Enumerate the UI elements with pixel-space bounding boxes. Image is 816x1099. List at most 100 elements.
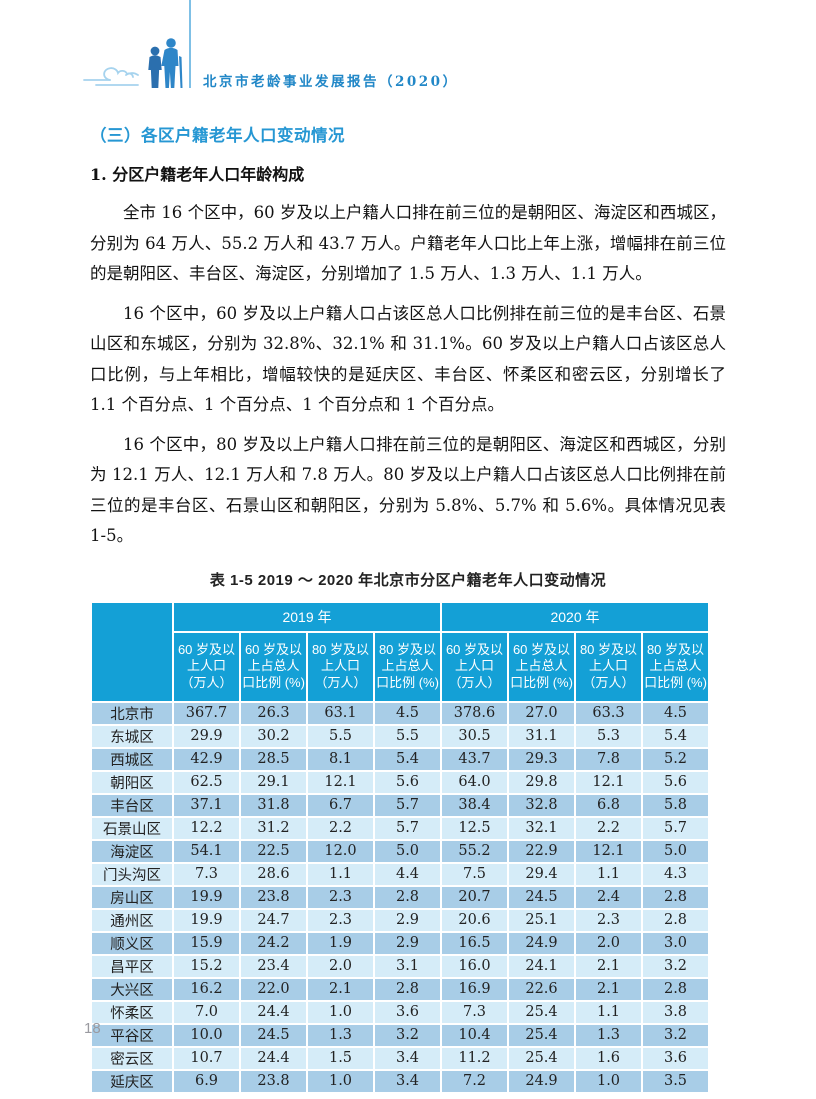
value-cell: 5.4 bbox=[375, 748, 440, 770]
table-row: 延庆区 6.9 23.8 1.0 3.4 7.2 24.9 1.0 3.5 bbox=[92, 1070, 708, 1092]
value-cell: 3.0 bbox=[643, 932, 708, 954]
value-cell: 4.3 bbox=[643, 863, 708, 885]
value-cell: 1.9 bbox=[308, 932, 373, 954]
value-cell: 27.0 bbox=[509, 702, 574, 724]
running-header: 北京市老龄事业发展报告（2020） bbox=[0, 0, 816, 100]
value-cell: 7.2 bbox=[442, 1070, 507, 1092]
value-cell: 23.4 bbox=[241, 955, 306, 977]
table-row: 门头沟区 7.3 28.6 1.1 4.4 7.5 29.4 1.1 4.3 bbox=[92, 863, 708, 885]
table-row: 通州区 19.9 24.7 2.3 2.9 20.6 25.1 2.3 2.8 bbox=[92, 909, 708, 931]
value-cell: 31.1 bbox=[509, 725, 574, 747]
value-cell: 22.5 bbox=[241, 840, 306, 862]
value-cell: 24.5 bbox=[509, 886, 574, 908]
value-cell: 7.5 bbox=[442, 863, 507, 885]
value-cell: 24.4 bbox=[241, 1001, 306, 1023]
value-cell: 29.9 bbox=[174, 725, 239, 747]
table-row: 丰台区 37.1 31.8 6.7 5.7 38.4 32.8 6.8 5.8 bbox=[92, 794, 708, 816]
district-cell: 密云区 bbox=[92, 1047, 172, 1069]
value-cell: 1.1 bbox=[576, 1001, 641, 1023]
value-cell: 5.6 bbox=[375, 771, 440, 793]
value-cell: 2.1 bbox=[576, 978, 641, 1000]
value-cell: 3.4 bbox=[375, 1070, 440, 1092]
district-cell: 平谷区 bbox=[92, 1024, 172, 1046]
year-header-2019: 2019 年 bbox=[174, 602, 440, 631]
value-cell: 6.8 bbox=[576, 794, 641, 816]
value-cell: 7.3 bbox=[174, 863, 239, 885]
value-cell: 5.3 bbox=[576, 725, 641, 747]
column-header: 60 岁及以上占总人口比例 (%) bbox=[241, 632, 306, 701]
district-cell: 朝阳区 bbox=[92, 771, 172, 793]
value-cell: 31.2 bbox=[241, 817, 306, 839]
value-cell: 24.9 bbox=[509, 932, 574, 954]
value-cell: 29.1 bbox=[241, 771, 306, 793]
value-cell: 26.3 bbox=[241, 702, 306, 724]
district-cell: 房山区 bbox=[92, 886, 172, 908]
table-row: 房山区 19.9 23.8 2.3 2.8 20.7 24.5 2.4 2.8 bbox=[92, 886, 708, 908]
value-cell: 1.3 bbox=[308, 1024, 373, 1046]
value-cell: 5.2 bbox=[643, 748, 708, 770]
value-cell: 2.0 bbox=[576, 932, 641, 954]
paragraph-2: 16 个区中，60 岁及以上户籍人口占该区总人口比例排在前三位的是丰台区、石景山… bbox=[90, 303, 726, 415]
district-cell: 海淀区 bbox=[92, 840, 172, 862]
table-row: 密云区 10.7 24.4 1.5 3.4 11.2 25.4 1.6 3.6 bbox=[92, 1047, 708, 1069]
value-cell: 2.8 bbox=[643, 909, 708, 931]
value-cell: 32.8 bbox=[509, 794, 574, 816]
value-cell: 1.5 bbox=[308, 1047, 373, 1069]
value-cell: 5.0 bbox=[643, 840, 708, 862]
value-cell: 62.5 bbox=[174, 771, 239, 793]
value-cell: 4.5 bbox=[375, 702, 440, 724]
value-cell: 30.2 bbox=[241, 725, 306, 747]
column-header: 60 岁及以上人口（万人） bbox=[442, 632, 507, 701]
value-cell: 24.2 bbox=[241, 932, 306, 954]
value-cell: 25.4 bbox=[509, 1001, 574, 1023]
column-header: 60 岁及以上人口（万人） bbox=[174, 632, 239, 701]
page-number: 18 bbox=[84, 1020, 101, 1037]
value-cell: 12.0 bbox=[308, 840, 373, 862]
value-cell: 2.8 bbox=[643, 978, 708, 1000]
district-cell: 顺义区 bbox=[92, 932, 172, 954]
value-cell: 5.8 bbox=[643, 794, 708, 816]
value-cell: 16.0 bbox=[442, 955, 507, 977]
value-cell: 42.9 bbox=[174, 748, 239, 770]
value-cell: 64.0 bbox=[442, 771, 507, 793]
cloud-decoration-icon bbox=[82, 58, 160, 92]
district-cell: 通州区 bbox=[92, 909, 172, 931]
district-cell: 大兴区 bbox=[92, 978, 172, 1000]
value-cell: 8.1 bbox=[308, 748, 373, 770]
district-cell: 西城区 bbox=[92, 748, 172, 770]
table-row: 石景山区 12.2 31.2 2.2 5.7 12.5 32.1 2.2 5.7 bbox=[92, 817, 708, 839]
value-cell: 2.3 bbox=[308, 886, 373, 908]
value-cell: 5.5 bbox=[308, 725, 373, 747]
value-cell: 25.4 bbox=[509, 1047, 574, 1069]
value-cell: 2.1 bbox=[576, 955, 641, 977]
population-table: 2019 年 2020 年 60 岁及以上人口（万人） 60 岁及以上占总人口比例… bbox=[90, 601, 710, 1094]
value-cell: 12.1 bbox=[308, 771, 373, 793]
value-cell: 2.0 bbox=[308, 955, 373, 977]
value-cell: 2.3 bbox=[308, 909, 373, 931]
value-cell: 23.8 bbox=[241, 886, 306, 908]
value-cell: 22.0 bbox=[241, 978, 306, 1000]
report-title: 北京市老龄事业发展报告（2020） bbox=[203, 74, 459, 90]
value-cell: 19.9 bbox=[174, 909, 239, 931]
value-cell: 29.4 bbox=[509, 863, 574, 885]
value-cell: 1.1 bbox=[576, 863, 641, 885]
value-cell: 25.1 bbox=[509, 909, 574, 931]
value-cell: 12.2 bbox=[174, 817, 239, 839]
paragraph-1: 全市 16 个区中，60 岁及以上户籍人口排在前三位的是朝阳区、海淀区和西城区，… bbox=[90, 203, 726, 283]
value-cell: 20.6 bbox=[442, 909, 507, 931]
table-header: 2019 年 2020 年 60 岁及以上人口（万人） 60 岁及以上占总人口比例… bbox=[92, 602, 708, 701]
table-row: 顺义区 15.9 24.2 1.9 2.9 16.5 24.9 2.0 3.0 bbox=[92, 932, 708, 954]
table-row: 平谷区 10.0 24.5 1.3 3.2 10.4 25.4 1.3 3.2 bbox=[92, 1024, 708, 1046]
value-cell: 2.4 bbox=[576, 886, 641, 908]
value-cell: 1.6 bbox=[576, 1047, 641, 1069]
table-caption: 表 1-5 2019 ～ 2020 年北京市分区户籍老年人口变动情况 bbox=[209, 571, 607, 589]
value-cell: 63.1 bbox=[308, 702, 373, 724]
value-cell: 3.5 bbox=[643, 1070, 708, 1092]
value-cell: 378.6 bbox=[442, 702, 507, 724]
value-cell: 2.2 bbox=[576, 817, 641, 839]
value-cell: 32.1 bbox=[509, 817, 574, 839]
value-cell: 2.8 bbox=[375, 978, 440, 1000]
value-cell: 3.2 bbox=[643, 1024, 708, 1046]
value-cell: 55.2 bbox=[442, 840, 507, 862]
value-cell: 24.4 bbox=[241, 1047, 306, 1069]
